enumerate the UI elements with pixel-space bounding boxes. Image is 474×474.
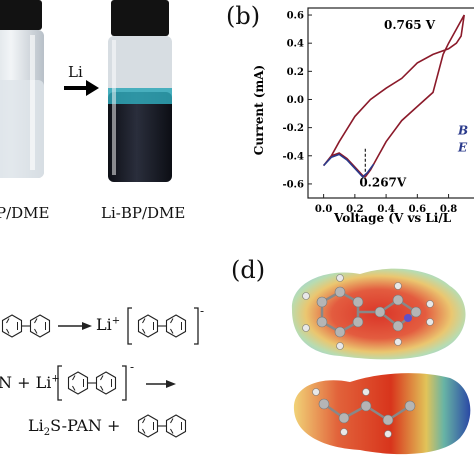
y-tick-label: -0.6 — [282, 179, 304, 190]
right-vial — [108, 0, 172, 182]
cv-series-line-1 — [322, 14, 465, 178]
reaction-product — [137, 414, 187, 438]
x-tick-label: 0.4 — [377, 204, 394, 215]
peak-label-oxidation: 0.765 V — [384, 18, 436, 32]
peak-label-reduction: 0.267V — [359, 176, 407, 190]
y-tick-label: 0.4 — [287, 39, 304, 50]
left-vial-label: P/DME — [0, 204, 50, 222]
x-tick-label: 0.8 — [440, 204, 457, 215]
y-axis-label: Current (mA) — [252, 65, 266, 155]
y-tick-label: -0.2 — [282, 123, 304, 134]
plot-border — [307, 7, 474, 199]
y-tick-label: -0.4 — [282, 151, 304, 162]
panel-letter-d: (d) — [231, 256, 266, 284]
anion-charge-2: - — [130, 360, 135, 374]
y-tick-label: 0.2 — [287, 67, 304, 78]
x-tick-label: 0.0 — [315, 204, 332, 215]
reactant-line-2: N + Li+ — [0, 373, 60, 392]
cv-plot-frame — [307, 7, 474, 199]
reaction-arrow — [64, 80, 99, 96]
esp-surface-bottom — [293, 373, 471, 455]
cv-ticks: 0.0 0.2 0.4 0.6 0.8 0.6 0.4 0.2 0.0 -0.2 -0.4 -0.6 — [282, 11, 457, 215]
cv-annotations: 0.765 V 0.267V BE — [359, 18, 468, 190]
x-tick-label: 0.2 — [346, 204, 363, 215]
anion-charge-1: - — [200, 304, 205, 318]
reaction-scheme — [1, 307, 199, 438]
cv-series — [322, 14, 465, 179]
cv-series-line-2 — [323, 153, 375, 179]
reaction-2 — [57, 365, 176, 401]
esp-maps — [291, 268, 471, 455]
x-axis-label: Voltage (V vs Li/L — [333, 211, 452, 225]
panel-letter-b: (b) — [226, 2, 261, 30]
esp-surface-top — [291, 268, 466, 360]
legend-fragment: E — [457, 141, 468, 155]
vial-photo — [0, 0, 172, 182]
x-tick-label: 0.6 — [409, 204, 426, 215]
legend-fragment: B — [457, 124, 468, 138]
product-li2s-pan: Li2S-PAN + — [28, 416, 121, 439]
reaction-1 — [1, 307, 199, 345]
cv-chart: 0.0 0.2 0.4 0.6 0.80.60.40.20.0-0.2-0.4-0.6 … — [252, 7, 474, 225]
li-atom — [404, 314, 412, 322]
li-cation-1: Li+ — [96, 315, 121, 334]
y-tick-label: 0.0 — [287, 95, 304, 106]
left-vial — [0, 0, 44, 178]
right-vial-label: Li-BP/DME — [101, 204, 186, 222]
y-tick-label: 0.6 — [287, 11, 304, 22]
arrow-label: Li — [68, 63, 83, 81]
